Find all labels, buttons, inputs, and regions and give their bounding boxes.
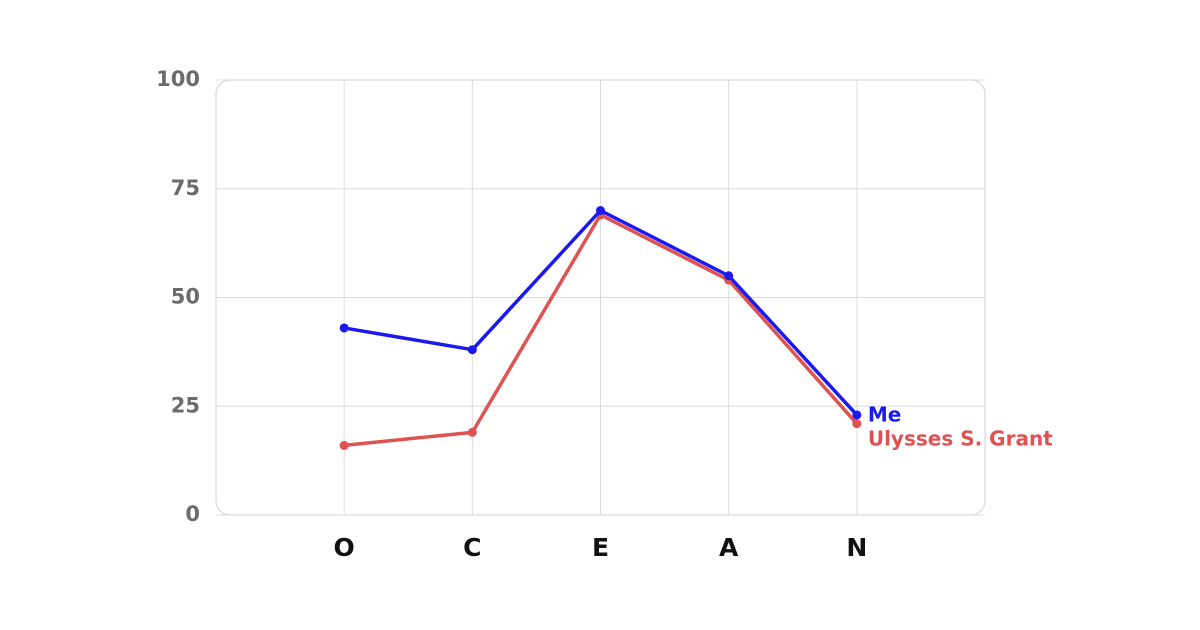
y-tick-label: 100 <box>156 67 200 91</box>
y-tick-label: 50 <box>171 285 200 309</box>
x-tick-label: A <box>719 533 739 562</box>
y-tick-label: 75 <box>171 176 200 200</box>
data-point <box>852 410 862 420</box>
series-label: Me <box>868 402 901 426</box>
series-label: Ulysses S. Grant <box>868 426 1053 450</box>
x-tick-label: N <box>846 533 867 562</box>
y-tick-label: 25 <box>171 393 200 417</box>
data-point <box>467 345 477 355</box>
x-tick-label: C <box>463 533 481 562</box>
x-tick-label: O <box>334 533 355 562</box>
data-point <box>339 440 349 450</box>
y-tick-label: 0 <box>185 502 200 526</box>
x-tick-label: E <box>592 533 609 562</box>
data-point <box>852 419 862 429</box>
data-point <box>596 206 605 215</box>
data-point <box>467 427 477 437</box>
data-point <box>724 271 734 281</box>
data-point <box>339 323 349 333</box>
